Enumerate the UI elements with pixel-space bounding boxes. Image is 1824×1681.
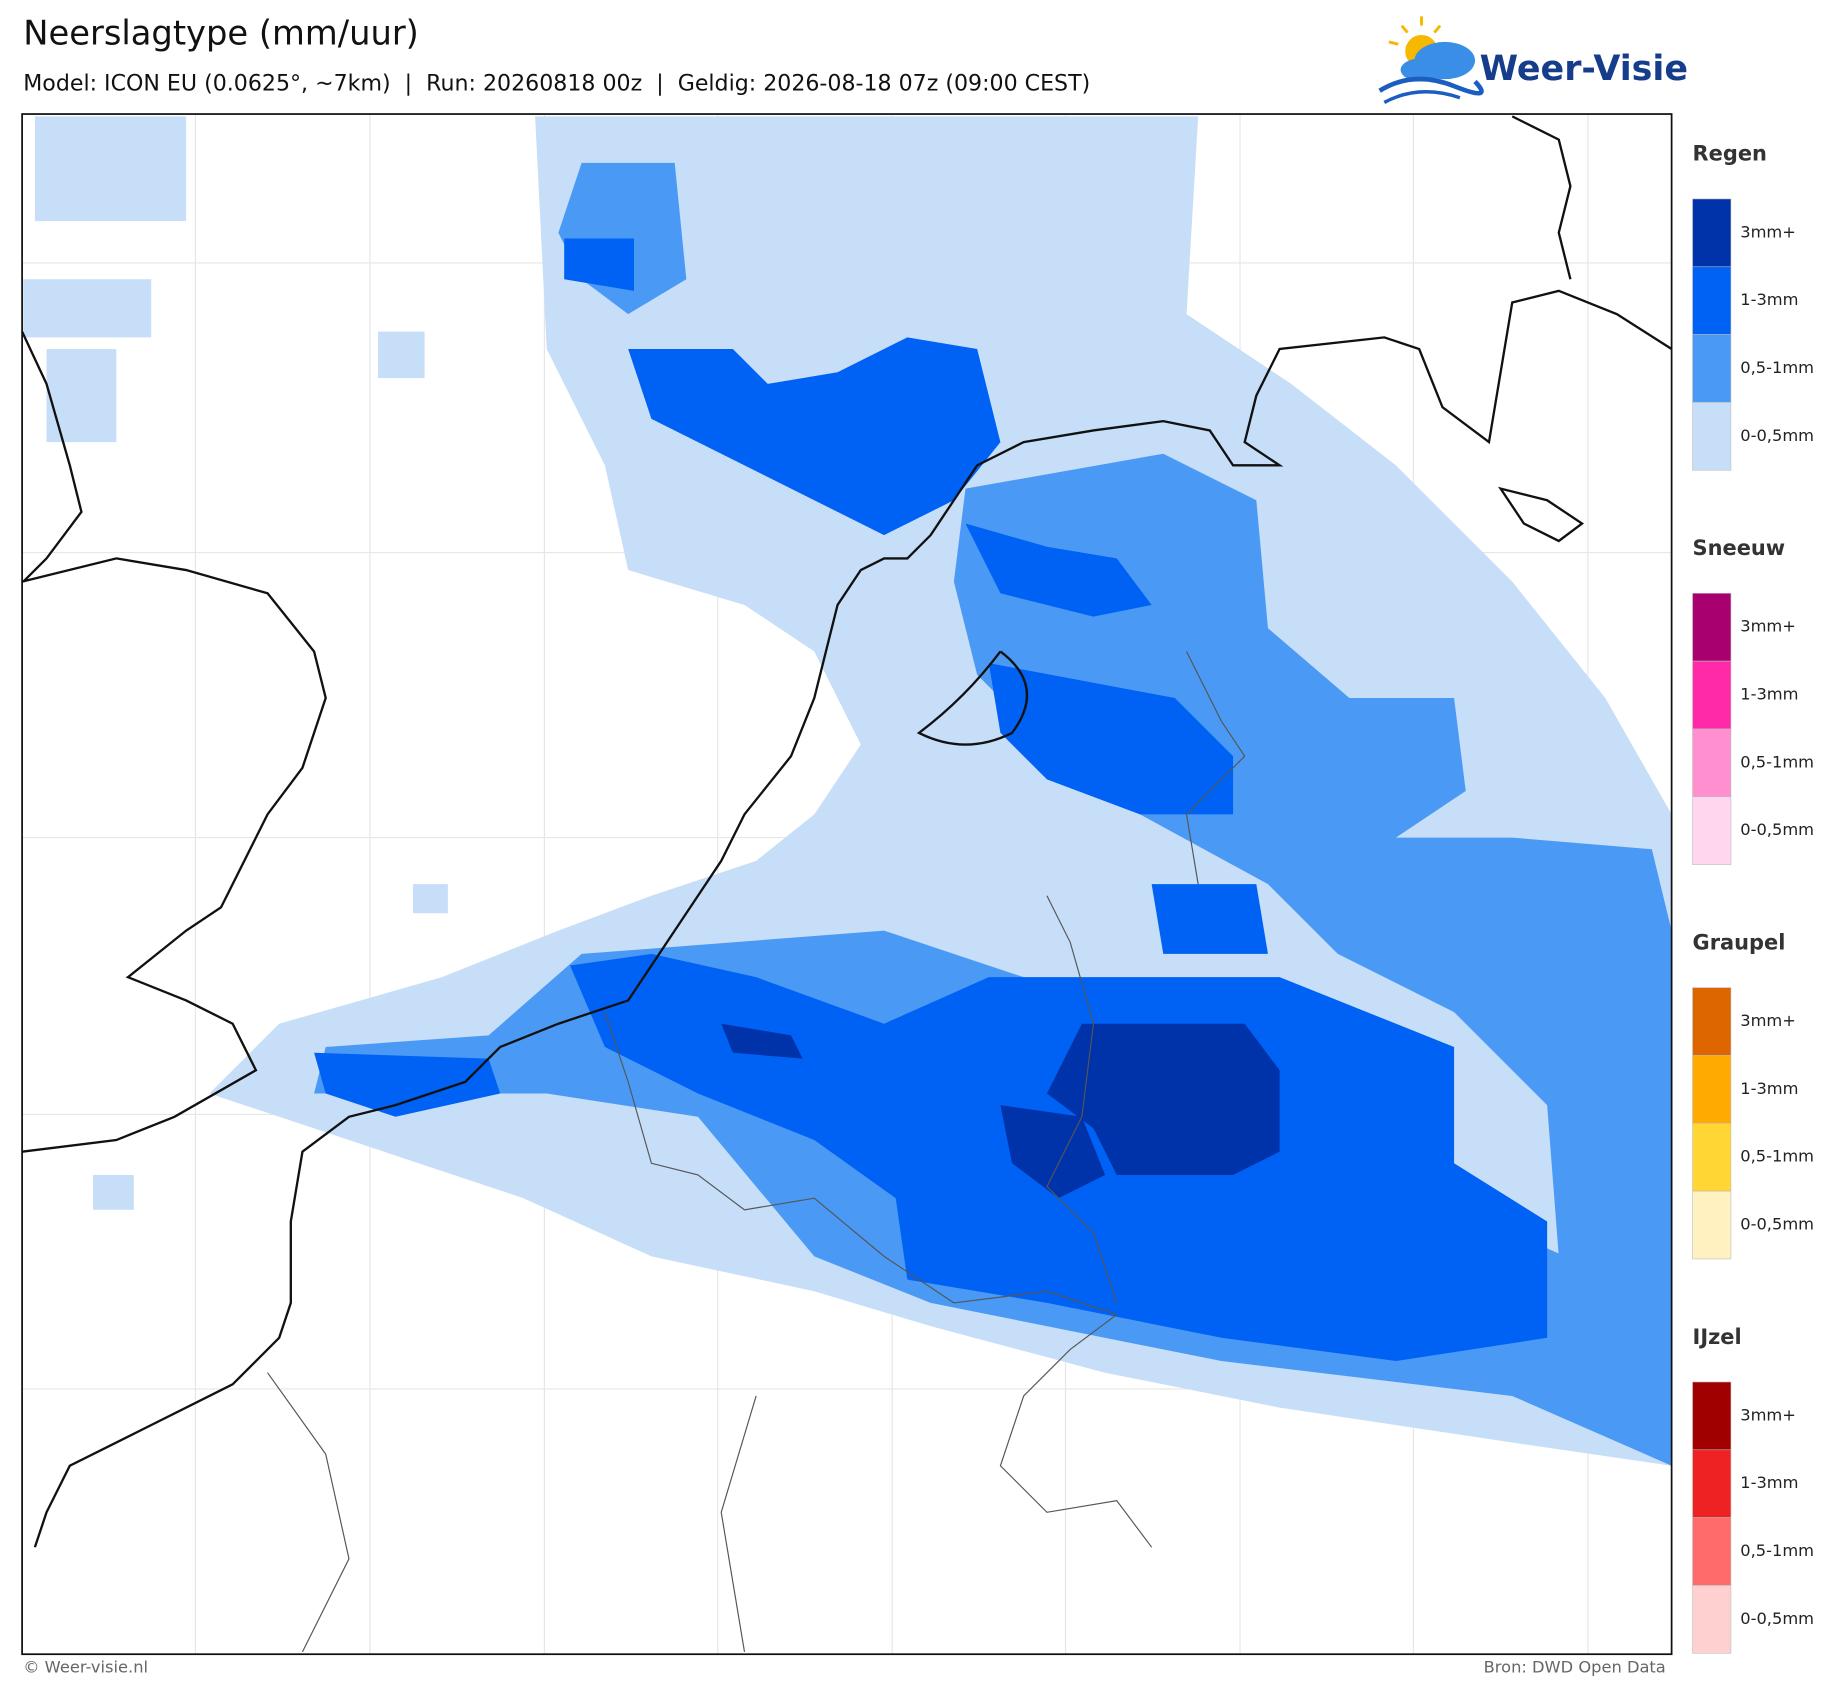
legend-label: 0-0,5mm [1740, 1215, 1814, 1234]
legend-swatch [1692, 402, 1732, 471]
legend-label: 1-3mm [1740, 685, 1798, 704]
legend-label: 0-0,5mm [1740, 1609, 1814, 1628]
legend-label: 1-3mm [1740, 1079, 1798, 1098]
legend-label: 0,5-1mm [1740, 1541, 1814, 1560]
borders [267, 651, 1246, 1653]
legend-swatch [1692, 796, 1732, 865]
legend-title: Graupel [1693, 930, 1786, 954]
legend-label: 0,5-1mm [1740, 752, 1814, 771]
legend-swatch [1692, 1190, 1732, 1260]
legend-swatch [1692, 334, 1732, 403]
coastline [21, 115, 1673, 1548]
subtitle: Model: ICON EU (0.0625°, ~7km) | Run: 20… [23, 70, 1090, 96]
legend-label: 0-0,5mm [1740, 820, 1814, 839]
legend-title: IJzel [1693, 1325, 1742, 1349]
footer-right: Bron: DWD Open Data [1484, 1658, 1666, 1677]
legend-label: 0,5-1mm [1740, 1147, 1814, 1166]
logo: Weer-Visie [1378, 16, 1688, 104]
title: Neerslagtype (mm/uur) [23, 13, 419, 52]
legend: Regen 3mm+ 1-3mm 0,5-1mm 0-0,5mm Sneeuw 3mm+ 1-… [1692, 142, 1814, 1654]
legend-title: Sneeuw [1693, 536, 1786, 560]
legend-swatch [1692, 1055, 1732, 1124]
legend-swatch [1692, 593, 1732, 662]
legend-label: 3mm+ [1740, 1405, 1796, 1424]
legend-swatch [1692, 1517, 1732, 1586]
legend-swatch [1692, 1585, 1732, 1654]
legend-title: Regen [1693, 142, 1767, 166]
legend-swatch [1692, 198, 1732, 268]
legend-swatch [1692, 1449, 1732, 1518]
legend-swatch [1692, 728, 1732, 798]
legend-swatch [1692, 1381, 1732, 1451]
legend-label: 1-3mm [1740, 1473, 1798, 1492]
footer-left: © Weer-visie.nl [23, 1658, 148, 1677]
legend-label: 3mm+ [1740, 617, 1796, 636]
map [21, 113, 1673, 1656]
legend-label: 3mm+ [1740, 222, 1796, 241]
legend-swatch [1692, 266, 1732, 335]
legend-label: 3mm+ [1740, 1011, 1796, 1030]
logo-text: Weer-Visie [1480, 49, 1688, 89]
legend-swatch [1692, 987, 1732, 1056]
legend-label: 0-0,5mm [1740, 426, 1814, 445]
legend-swatch [1692, 1122, 1732, 1192]
legend-swatch [1692, 660, 1732, 730]
legend-label: 1-3mm [1740, 290, 1798, 309]
legend-label: 0,5-1mm [1740, 358, 1814, 377]
precipitation [23, 116, 1672, 1466]
